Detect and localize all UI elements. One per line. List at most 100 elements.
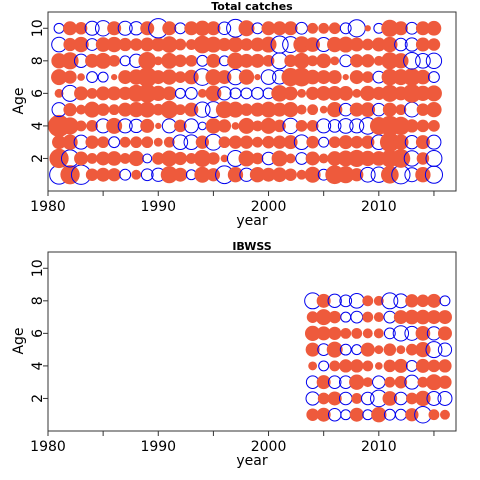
- positive-residual-bubble: [297, 88, 307, 98]
- positive-residual-bubble: [350, 168, 364, 182]
- positive-residual-bubble: [107, 168, 121, 182]
- negative-residual-bubble: [305, 391, 320, 406]
- positive-residual-bubble: [108, 104, 120, 116]
- positive-residual-bubble: [415, 21, 430, 36]
- positive-residual-bubble: [316, 53, 332, 69]
- positive-residual-bubble: [130, 136, 143, 149]
- positive-residual-bubble: [107, 86, 122, 101]
- positive-residual-bubble: [382, 391, 398, 406]
- positive-residual-bubble: [227, 52, 244, 70]
- positive-residual-bubble: [305, 342, 320, 357]
- positive-residual-bubble: [272, 167, 287, 183]
- negative-residual-bubble: [339, 343, 352, 356]
- positive-residual-bubble: [283, 21, 298, 36]
- positive-residual-bubble: [406, 343, 418, 356]
- negative-residual-bubble: [327, 293, 342, 308]
- positive-residual-bubble: [160, 166, 178, 184]
- positive-residual-bubble: [207, 152, 220, 165]
- positive-residual-bubble: [416, 294, 430, 308]
- positive-residual-bubble: [339, 359, 353, 373]
- positive-residual-bubble: [416, 103, 430, 116]
- positive-residual-bubble: [374, 345, 384, 355]
- negative-residual-bubble: [196, 54, 209, 67]
- positive-residual-bubble: [405, 294, 419, 308]
- negative-residual-bubble: [119, 55, 131, 67]
- positive-residual-bubble: [140, 37, 155, 52]
- positive-residual-bubble: [337, 166, 355, 184]
- positive-residual-bubble: [306, 408, 319, 421]
- positive-residual-bubble: [330, 56, 340, 66]
- positive-residual-bubble: [261, 21, 276, 36]
- positive-residual-bubble: [119, 136, 131, 148]
- positive-residual-bubble: [437, 326, 452, 341]
- negative-residual-bubble: [340, 311, 352, 323]
- positive-residual-bubble: [327, 391, 342, 406]
- positive-residual-bubble: [362, 377, 373, 388]
- positive-residual-bubble: [108, 54, 121, 67]
- negative-residual-bubble: [140, 168, 154, 182]
- positive-residual-bubble: [60, 165, 80, 185]
- bubble-marks: [304, 292, 453, 424]
- positive-residual-bubble: [282, 101, 299, 118]
- panel-ibwss: IBWSS 1980 1990 2000 2010 2 4 6 8 10 year Age: [11, 240, 457, 469]
- y-tick-label: 8: [30, 296, 46, 305]
- positive-residual-bubble: [161, 52, 178, 69]
- positive-residual-bubble: [404, 309, 420, 325]
- positive-residual-bubble: [218, 136, 231, 149]
- positive-residual-bubble: [327, 70, 342, 85]
- positive-residual-bubble: [361, 135, 375, 149]
- positive-residual-bubble: [405, 119, 419, 133]
- positive-residual-bubble: [361, 54, 375, 68]
- panel-total-catches: Total catches 1980 1990 2000 2010 2 4 6 8 10 ye…: [11, 0, 457, 229]
- y-tick-label: 8: [30, 56, 46, 65]
- negative-residual-bubble: [318, 136, 330, 148]
- positive-residual-bubble: [74, 151, 89, 166]
- positive-residual-bubble: [95, 37, 111, 52]
- positive-residual-bubble: [304, 166, 321, 183]
- positive-residual-bubble: [306, 120, 319, 132]
- y-tick-label: 10: [30, 19, 46, 37]
- negative-residual-bubble: [394, 37, 408, 52]
- positive-residual-bubble: [271, 150, 288, 167]
- positive-residual-bubble: [63, 102, 77, 117]
- positive-residual-bubble: [238, 69, 255, 85]
- positive-residual-bubble: [138, 51, 157, 70]
- negative-residual-bubble: [437, 390, 453, 406]
- positive-residual-bubble: [63, 21, 78, 36]
- positive-residual-bubble: [240, 38, 253, 51]
- positive-residual-bubble: [161, 150, 178, 167]
- positive-residual-bubble: [428, 120, 440, 132]
- positive-residual-bubble: [415, 167, 431, 183]
- positive-residual-bubble: [160, 100, 179, 119]
- positive-residual-bubble: [86, 87, 98, 99]
- positive-residual-bubble: [283, 86, 298, 101]
- negative-residual-bubble: [351, 344, 363, 356]
- y-axis: 2 4 6 8 10: [30, 19, 48, 163]
- x-tick-label: 2000: [251, 439, 287, 455]
- positive-residual-bubble: [427, 38, 441, 51]
- positive-residual-bubble: [184, 102, 199, 117]
- x-axis-label: year: [236, 213, 267, 229]
- positive-residual-bubble: [128, 150, 144, 167]
- positive-residual-bubble: [174, 71, 187, 83]
- positive-residual-bubble: [340, 327, 352, 339]
- positive-residual-bubble: [403, 68, 421, 86]
- positive-residual-bubble: [371, 37, 386, 52]
- positive-residual-bubble: [106, 36, 122, 53]
- positive-residual-bubble: [362, 328, 373, 339]
- bubble-marks: [47, 18, 444, 185]
- positive-residual-bubble: [305, 37, 320, 52]
- positive-residual-bubble: [74, 86, 89, 101]
- negative-residual-bubble: [318, 360, 330, 372]
- positive-residual-bubble: [316, 326, 331, 341]
- positive-residual-bubble: [262, 54, 275, 67]
- x-tick-label: 1980: [30, 439, 66, 455]
- positive-residual-bubble: [252, 136, 263, 148]
- negative-residual-bubble: [117, 20, 133, 36]
- negative-residual-bubble: [361, 391, 375, 406]
- negative-residual-bubble: [251, 87, 264, 100]
- positive-residual-bubble: [438, 359, 452, 373]
- positive-residual-bubble: [238, 150, 255, 167]
- positive-residual-bubble: [305, 151, 320, 166]
- positive-residual-bubble: [131, 169, 142, 180]
